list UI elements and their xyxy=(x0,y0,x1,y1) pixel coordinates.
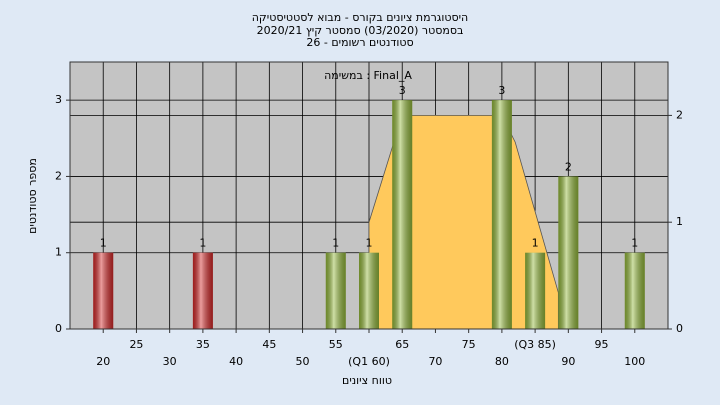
x-tick-label: 50 xyxy=(296,355,310,368)
data-label: 1 xyxy=(366,237,373,250)
y-tick-label: 3 xyxy=(55,93,62,106)
x-tick-label: 100 xyxy=(624,355,645,368)
y-axis-label: מספר סטודנטים xyxy=(26,158,39,234)
x-tick-label: 65 xyxy=(395,338,409,351)
x-tick-label: 35 xyxy=(196,338,210,351)
chart-subtitle: סטודנטים רשומים - 26 xyxy=(306,36,413,49)
x-tick-label: 70 xyxy=(428,355,442,368)
y2-tick-label: 0 xyxy=(676,322,683,335)
bar-shine xyxy=(525,252,546,329)
y2-tick-label: 2 xyxy=(676,108,683,121)
y-tick-label: 1 xyxy=(55,246,62,259)
y-tick-label: 2 xyxy=(55,169,62,182)
y-tick-label: 0 xyxy=(55,322,62,335)
x-tick-label: 90 xyxy=(561,355,575,368)
x-axis-label: טווח ציונים xyxy=(342,374,392,387)
x-tick-label: 25 xyxy=(129,338,143,351)
data-label: 1 xyxy=(100,237,107,250)
x-tick-label: (Q3 85) xyxy=(514,338,556,351)
bar-shine xyxy=(192,252,213,329)
bar-shine xyxy=(624,252,645,329)
x-tick-label: 30 xyxy=(163,355,177,368)
x-tick-label: 55 xyxy=(329,338,343,351)
annotation: במשימה : Final_A xyxy=(324,69,412,82)
y2-tick-label: 1 xyxy=(676,215,683,228)
data-label: 1 xyxy=(199,237,206,250)
chart-subtitle: בסמסטר (03/2020) סמסטר קיץ 2020/21 xyxy=(257,24,464,37)
bar-shine xyxy=(392,100,413,330)
x-tick-label: 95 xyxy=(595,338,609,351)
data-label: 3 xyxy=(399,84,406,97)
bar-shine xyxy=(93,252,114,329)
data-label: 1 xyxy=(532,237,539,250)
chart-title: היסטוגרמת ציונים בקורס - מבוא לסטטיסטיקה xyxy=(252,11,468,24)
x-tick-label: 40 xyxy=(229,355,243,368)
x-tick-label: (Q1 60) xyxy=(348,355,390,368)
data-label: 2 xyxy=(565,160,572,173)
x-tick-label: 20 xyxy=(96,355,110,368)
bar-shine xyxy=(558,176,579,329)
data-label: 1 xyxy=(631,237,638,250)
data-label: 1 xyxy=(332,237,339,250)
bar-shine xyxy=(491,100,512,330)
x-tick-label: 80 xyxy=(495,355,509,368)
x-tick-label: 75 xyxy=(462,338,476,351)
data-label: 3 xyxy=(498,84,505,97)
bar-shine xyxy=(359,252,379,329)
x-tick-label: 45 xyxy=(262,338,276,351)
bar-shine xyxy=(325,252,346,329)
